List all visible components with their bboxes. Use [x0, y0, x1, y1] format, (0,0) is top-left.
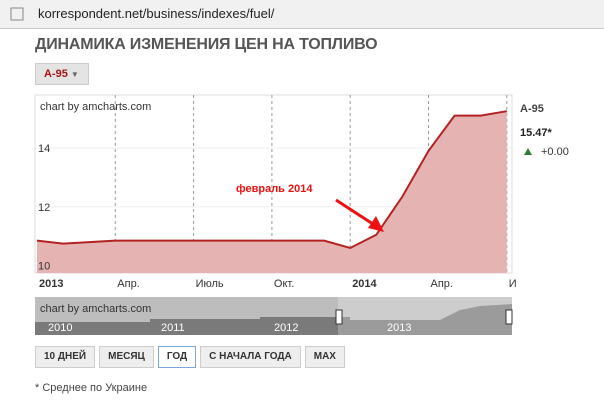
x-tick-label: 2014	[352, 278, 377, 290]
navigator-handle[interactable]	[505, 309, 513, 325]
chart: chart by amcharts.com А-95 15.47* +0.00 …	[34, 94, 569, 335]
navigator-credit: chart by amcharts.com	[40, 303, 151, 315]
current-value: 15.47*	[520, 127, 553, 139]
period-button[interactable]: MAX	[304, 346, 345, 368]
period-button[interactable]: ГОД	[157, 346, 197, 368]
url[interactable]: korrespondent.net/business/indexes/fuel/	[38, 6, 275, 21]
period-button[interactable]: МЕСЯЦ	[99, 346, 154, 368]
navigator-year: 2011	[161, 322, 185, 334]
navigator-year: 2010	[48, 322, 72, 334]
address-bar: korrespondent.net/business/indexes/fuel/	[0, 0, 604, 29]
fuel-selector[interactable]: А-95 ▼	[35, 63, 89, 85]
footnote: * Среднее по Украине	[35, 382, 148, 394]
x-tick-label: И	[509, 278, 517, 290]
annotation: февраль 2014	[236, 183, 313, 195]
chart-credit: chart by amcharts.com	[40, 101, 151, 113]
change-icon	[524, 148, 532, 155]
navigator-selection[interactable]	[338, 297, 512, 335]
period-buttons: 10 ДНЕЙ МЕСЯЦ ГОД С НАЧАЛА ГОДА MAX	[35, 346, 345, 368]
x-tick-label: Окт.	[274, 278, 294, 290]
fuel-selector-label: А-95	[44, 68, 68, 80]
page-icon	[10, 7, 24, 21]
y-tick-label: 14	[38, 143, 50, 155]
annotation-arrow	[335, 198, 377, 228]
x-tick-label: Апр.	[117, 278, 139, 290]
navigator-handle[interactable]	[335, 309, 343, 325]
x-tick-label: 2013	[39, 278, 63, 290]
period-button[interactable]: С НАЧАЛА ГОДА	[200, 346, 301, 368]
page-title: ДИНАМИКА ИЗМЕНЕНИЯ ЦЕН НА ТОПЛИВО	[35, 36, 378, 53]
x-tick-label: Апр.	[431, 278, 453, 290]
navigator-area	[35, 304, 512, 335]
navigator-year: 2012	[274, 322, 298, 334]
line	[36, 110, 507, 250]
y-tick-label: 12	[38, 202, 50, 214]
change: +0.00	[541, 146, 569, 158]
period-button[interactable]: 10 ДНЕЙ	[35, 346, 96, 368]
area	[37, 111, 507, 273]
x-tick-label: Июль	[196, 278, 224, 290]
legend-name: А-95	[520, 103, 544, 115]
y-tick-label: 10	[38, 261, 50, 273]
annotation-arrowhead	[368, 216, 384, 232]
navigator-year: 2013	[387, 322, 411, 334]
